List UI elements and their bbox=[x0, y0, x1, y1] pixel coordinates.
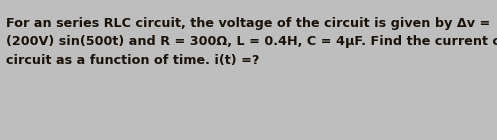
Text: For an series RLC circuit, the voltage of the circuit is given by Δv =
(200V) si: For an series RLC circuit, the voltage o… bbox=[6, 17, 497, 67]
